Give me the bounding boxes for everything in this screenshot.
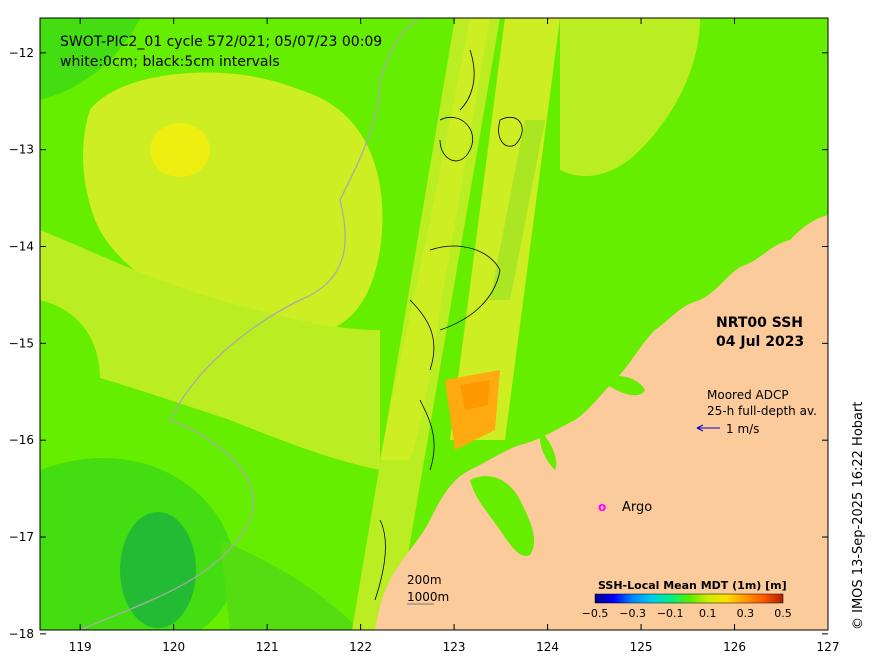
x-tick-label: 121: [256, 640, 279, 654]
colorbar-title: SSH-Local Mean MDT (1m) [m]: [598, 579, 787, 592]
x-tick-label: 120: [162, 640, 185, 654]
adcp-sublabel: 25-h full-depth av.: [707, 404, 817, 418]
ssh-yellow-green-top-right: [560, 18, 700, 176]
adcp-label: Moored ADCP: [707, 388, 789, 402]
ssh-green-lobe-left: [40, 300, 100, 445]
y-tick-label: −12: [9, 46, 34, 60]
swot-swath-left-inner: [380, 18, 490, 460]
coastal-inlet: [600, 375, 645, 396]
ssh-orange-core: [460, 380, 490, 410]
ssh-dark-green-corner: [40, 18, 140, 100]
x-tick-label: 122: [349, 640, 372, 654]
map-title: SWOT-PIC2_01 cycle 572/021; 05/07/23 00:…: [60, 34, 382, 50]
colorbar-tick-label: 0.5: [774, 607, 792, 620]
argo-label: Argo: [622, 500, 652, 515]
king-sound-inlet: [470, 476, 535, 556]
x-axis: 119 120 121 122 123 124 125 126 127: [69, 18, 840, 654]
y-tick-label: −15: [9, 336, 34, 350]
adcp-scale-label: 1 m/s: [726, 422, 759, 436]
bathy-label-1000: 1000m: [407, 590, 449, 604]
bathymetry-contour: [79, 18, 421, 630]
x-tick-label: 119: [69, 640, 92, 654]
ssh-mid-green-lower: [220, 540, 360, 630]
ssh-contours-black: [374, 49, 523, 601]
colorbar-ticks: −0.5 −0.3 −0.1 0.1 0.3 0.5: [582, 607, 792, 620]
y-tick-label: −18: [9, 627, 34, 641]
colorbar: [594, 593, 784, 604]
plot-frame: [39, 17, 829, 631]
ssh-dark-green-eddy: [120, 512, 196, 628]
adcp-scale-arrow-icon: [696, 424, 720, 432]
y-tick-label: −16: [9, 433, 34, 447]
colorbar-tick-label: −0.3: [619, 607, 646, 620]
x-tick-label: 126: [723, 640, 746, 654]
swot-swath-right-inner: [490, 120, 545, 300]
x-tick-label: 123: [443, 640, 466, 654]
credit-text: © IMOS 13-Sep-2025 16:22 Hobart: [851, 402, 866, 630]
argo-symbol-icon: o: [598, 500, 606, 514]
product-date: 04 Jul 2023: [716, 334, 804, 350]
land-australia: [375, 215, 828, 630]
ssh-yellow-green-band: [40, 230, 380, 470]
x-tick-label: 124: [536, 640, 559, 654]
colorbar-tick-label: −0.5: [582, 607, 609, 620]
contour-legend: white:0cm; black:5cm intervals: [60, 54, 280, 70]
colorbar-tick-label: 0.1: [699, 607, 717, 620]
coastal-inlet-2: [539, 430, 557, 470]
x-tick-label: 125: [630, 640, 653, 654]
y-tick-label: −14: [9, 240, 34, 254]
ssh-yellow-core: [150, 123, 210, 177]
y-axis: −12 −13 −14 −15 −16 −17 −18: [9, 46, 828, 641]
product-name: NRT00 SSH: [716, 315, 803, 331]
map-plot-area: [40, 18, 828, 630]
colorbar-tick-label: −0.1: [657, 607, 684, 620]
bathy-label-200: 200m: [407, 573, 442, 587]
y-tick-label: −13: [9, 143, 34, 157]
x-tick-label: 127: [817, 640, 840, 654]
colorbar-tick-label: 0.3: [737, 607, 755, 620]
y-tick-label: −17: [9, 530, 34, 544]
